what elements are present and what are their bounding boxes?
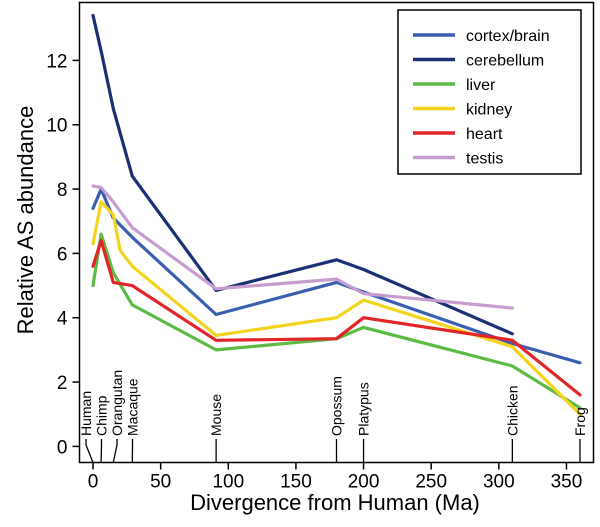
x-tick-label: 0	[88, 472, 99, 493]
species-label-opossum: Opossum	[329, 376, 345, 436]
species-label-frog: Frog	[572, 407, 588, 436]
species-label-chimp: Chimp	[94, 395, 110, 436]
species-label-mouse: Mouse	[208, 394, 224, 436]
series-line-cortex-brain	[91, 187, 582, 365]
legend-label-testis: testis	[466, 151, 503, 168]
series-line-testis	[91, 184, 514, 310]
x-tick-label: 150	[280, 472, 312, 493]
species-label-platypus: Platypus	[356, 382, 372, 436]
legend-items: cortex/brain cerebellum liver kidney heart te…	[413, 28, 550, 168]
y-tick-label: 8	[57, 180, 68, 201]
y-tick-label: 4	[57, 309, 68, 330]
legend: cortex/brain cerebellum liver kidney heart te…	[397, 9, 582, 175]
legend-label-heart: heart	[466, 126, 503, 143]
legend-label-liver: liver	[466, 77, 496, 94]
species-markers: Human Chimp Orangutan Macaque Mouse Opossum Pl…	[78, 370, 588, 463]
y-axis: 0 2 4 6 8 10 12	[46, 51, 80, 458]
x-tick-label: 200	[348, 472, 380, 493]
series-line-heart	[91, 238, 582, 397]
x-axis: 0 50 100 150 200 250 300 350	[88, 462, 583, 493]
y-tick-label: 10	[46, 116, 67, 137]
species-marker-human	[85, 439, 94, 463]
series-line-cerebellum	[91, 13, 514, 336]
species-label-chicken: Chicken	[504, 385, 520, 436]
y-tick-label: 6	[57, 244, 68, 265]
y-tick-label: 2	[57, 373, 68, 394]
species-label-orangutan: Orangutan	[109, 370, 125, 436]
x-tick-label: 250	[415, 472, 447, 493]
x-tick-label: 100	[212, 472, 244, 493]
y-tick-label: 0	[57, 437, 68, 458]
series-line-kidney	[91, 200, 582, 416]
legend-label-cerebellum: cerebellum	[466, 53, 544, 70]
series-line-liver	[91, 232, 582, 410]
species-label-macaque: Macaque	[125, 378, 141, 436]
x-tick-label: 50	[150, 472, 171, 493]
legend-label-cortex-brain: cortex/brain	[466, 28, 550, 45]
legend-label-kidney: kidney	[466, 102, 512, 119]
species-marker-orangutan	[112, 439, 118, 463]
x-axis-title: Divergence from Human (Ma)	[190, 490, 480, 515]
y-axis-title: Relative AS abundance	[13, 106, 38, 335]
series-lines-layer	[91, 13, 582, 416]
x-tick-label: 300	[483, 472, 515, 493]
x-tick-label: 350	[551, 472, 583, 493]
legend-box	[397, 9, 582, 175]
species-label-human: Human	[78, 391, 94, 436]
y-tick-label: 12	[46, 51, 67, 72]
